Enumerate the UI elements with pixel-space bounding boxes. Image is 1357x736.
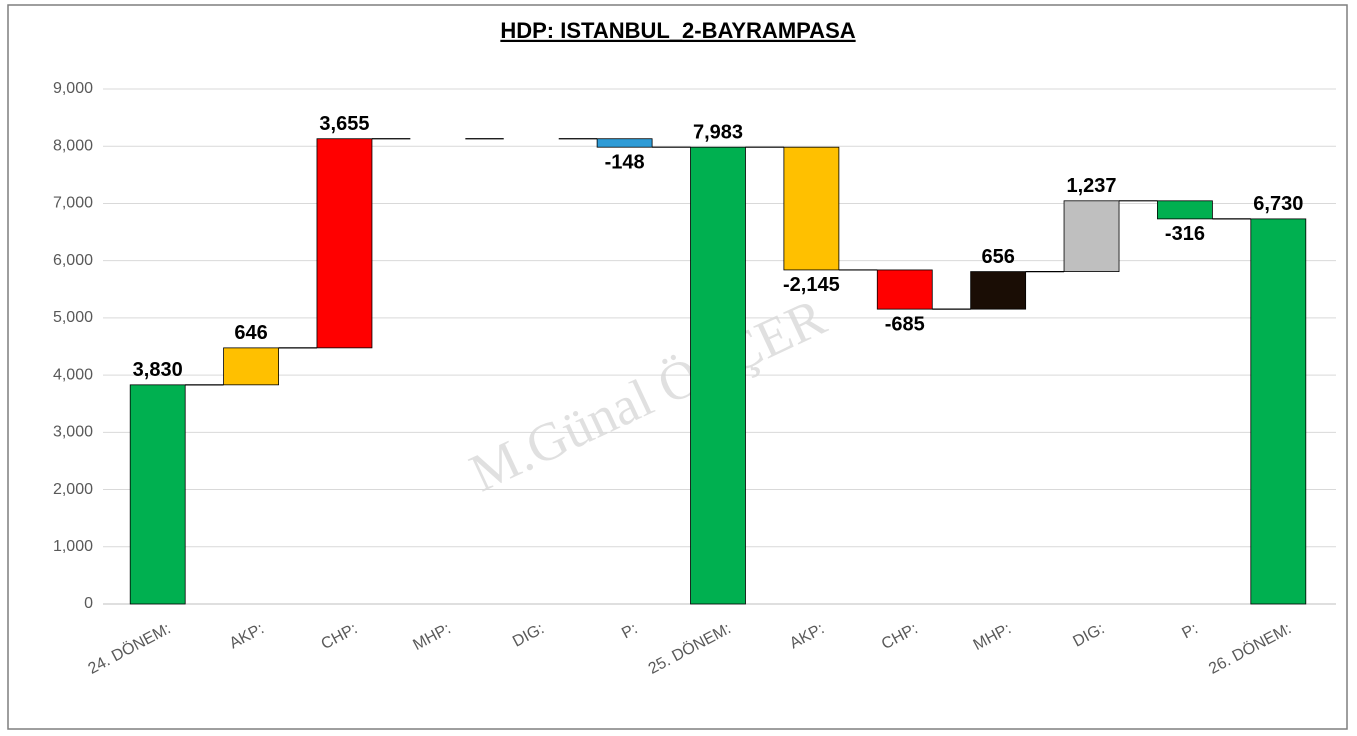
data-label: 6,730 bbox=[1253, 193, 1303, 215]
data-label: 7,983 bbox=[693, 121, 743, 143]
y-tick-label: 7,000 bbox=[53, 195, 93, 212]
data-label: -316 bbox=[1165, 223, 1205, 245]
bar bbox=[316, 138, 373, 349]
y-tick-label: 6,000 bbox=[53, 252, 93, 269]
data-label: -148 bbox=[605, 151, 645, 173]
chart-title: HDP: ISTANBUL_2-BAYRAMPASA bbox=[500, 18, 855, 43]
bar bbox=[690, 146, 746, 605]
y-tick-label: 1,000 bbox=[53, 538, 93, 555]
bar bbox=[129, 384, 186, 605]
bar bbox=[596, 138, 653, 148]
y-tick-label: 2,000 bbox=[53, 481, 93, 498]
y-tick-label: 5,000 bbox=[53, 309, 93, 326]
y-tick-label: 9,000 bbox=[53, 80, 93, 97]
data-label: -685 bbox=[885, 313, 925, 335]
bar bbox=[1250, 218, 1307, 605]
bar bbox=[1063, 200, 1120, 272]
y-tick-label: 0 bbox=[84, 595, 93, 612]
x-tick-label: P: bbox=[1179, 620, 1200, 642]
data-label: 1,237 bbox=[1067, 175, 1117, 197]
x-tick-label: P: bbox=[619, 620, 640, 642]
y-tick-label: 3,000 bbox=[53, 424, 93, 441]
bar bbox=[783, 146, 840, 271]
bar bbox=[1157, 200, 1213, 220]
bar bbox=[970, 271, 1027, 310]
data-label: 3,655 bbox=[319, 113, 369, 135]
y-tick-label: 4,000 bbox=[53, 366, 93, 383]
bar bbox=[223, 347, 279, 386]
y-tick-label: 8,000 bbox=[53, 137, 93, 154]
data-label: 3,830 bbox=[133, 359, 183, 381]
data-label: 656 bbox=[981, 246, 1014, 268]
bar bbox=[876, 269, 933, 310]
data-label: -2,145 bbox=[783, 274, 840, 296]
data-label: 646 bbox=[234, 322, 267, 344]
